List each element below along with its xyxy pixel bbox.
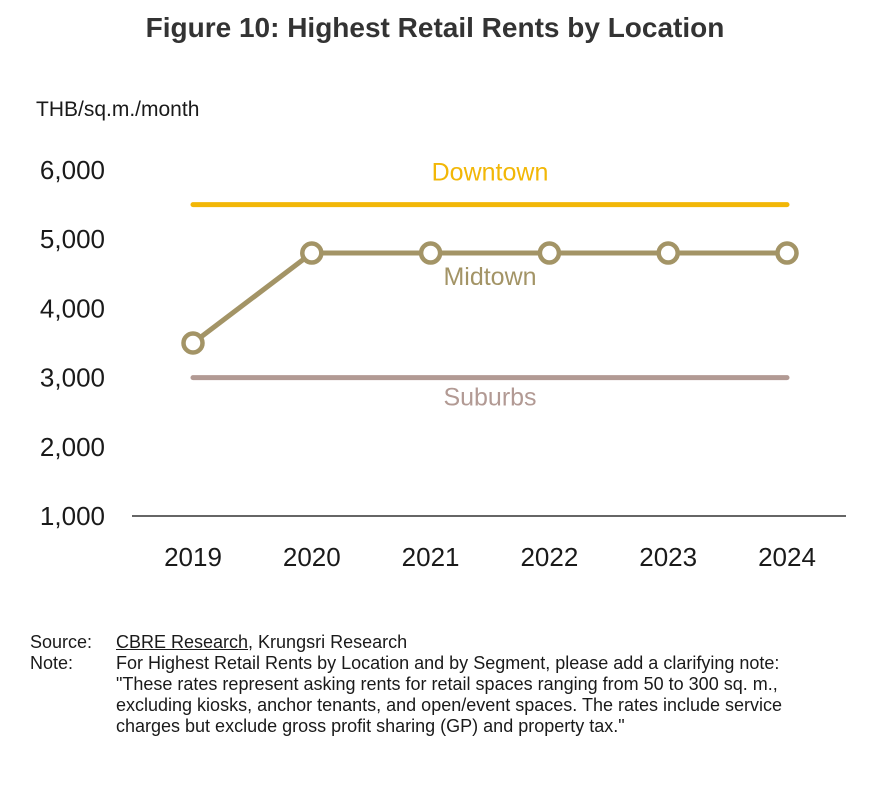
chart-title: Figure 10: Highest Retail Rents by Locat… (145, 12, 725, 43)
data-point-midtown (656, 241, 680, 265)
y-tick-label: 5,000 (40, 224, 105, 254)
x-tick-labels: 2019 2020 2021 2022 2023 2024 (164, 542, 816, 572)
note-text: For Highest Retail Rents by Location and… (116, 653, 783, 736)
series-line-midtown (190, 250, 790, 346)
series-labels: Downtown Midtown Suburbs (432, 159, 549, 412)
data-point-midtown (181, 331, 205, 355)
series-label-midtown: Midtown (443, 263, 536, 291)
data-point-midtown (418, 241, 443, 265)
x-tick-label: 2021 (402, 542, 460, 572)
y-tick-label: 2,000 (40, 432, 105, 462)
footnotes: Source: CBRE Research, Krungsri Research… (30, 632, 830, 737)
x-tick-label: 2023 (639, 542, 697, 572)
y-tick-label: 6,000 (40, 155, 105, 185)
source-rest: , Krungsri Research (248, 632, 408, 652)
x-tick-label: 2022 (520, 542, 578, 572)
y-tick-labels: 6,000 5,000 4,000 3,000 2,000 1,000 (40, 155, 105, 531)
y-tick-label: 3,000 (40, 363, 105, 393)
data-point-midtown (300, 241, 324, 265)
source-row: Source: CBRE Research, Krungsri Research (30, 632, 830, 653)
series-lines (190, 202, 790, 381)
series-markers (181, 241, 799, 355)
x-tick-label: 2020 (283, 542, 341, 572)
source-link[interactable]: CBRE Research (116, 632, 249, 652)
source-label: Source: (30, 632, 93, 652)
series-label-downtown: Downtown (432, 159, 549, 187)
data-point-midtown (537, 241, 562, 265)
y-axis-label: THB/sq.m./month (36, 98, 200, 121)
y-tick-label: 4,000 (40, 293, 105, 323)
note-row: Note: For Highest Retail Rents by Locati… (30, 653, 830, 737)
y-tick-label: 1,000 (40, 501, 105, 531)
x-tick-label: 2024 (758, 542, 816, 572)
series-label-suburbs: Suburbs (443, 384, 536, 412)
data-point-midtown (775, 241, 799, 265)
note-label: Note: (30, 653, 74, 673)
x-tick-label: 2019 (164, 542, 222, 572)
